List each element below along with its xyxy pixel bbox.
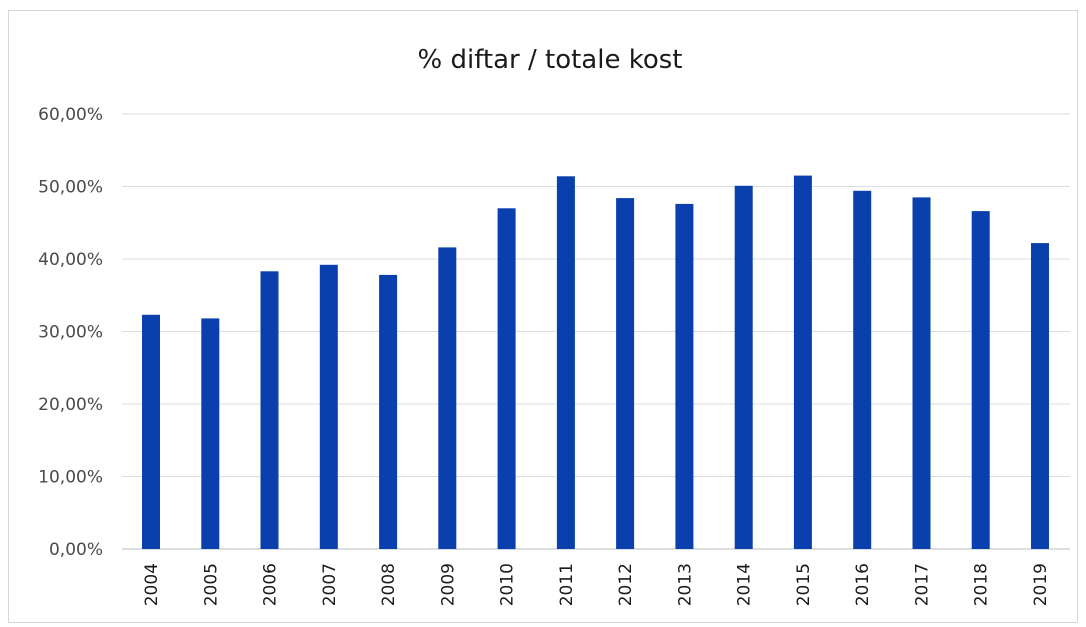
y-axis-ticks: 0,00% 10,00% 20,00% 30,00% 40,00% 50,00% 60,00… bbox=[38, 105, 103, 560]
bar bbox=[616, 198, 635, 549]
bars bbox=[142, 175, 1049, 550]
x-tick-label: 2009 bbox=[438, 563, 458, 606]
x-tick-label: 2004 bbox=[142, 563, 162, 606]
bar bbox=[556, 176, 575, 550]
x-tick-label: 2011 bbox=[557, 563, 577, 606]
gridlines bbox=[122, 113, 1070, 550]
x-tick-label: 2015 bbox=[794, 563, 814, 606]
bar bbox=[734, 185, 753, 550]
bar bbox=[1031, 243, 1049, 549]
x-tick-label: 2005 bbox=[201, 563, 221, 606]
x-tick-label: 2014 bbox=[735, 563, 755, 606]
bar bbox=[675, 203, 694, 549]
bar bbox=[853, 190, 872, 550]
bar bbox=[793, 175, 812, 549]
x-tick-label: 2016 bbox=[853, 563, 873, 606]
bar bbox=[497, 208, 516, 550]
x-tick-label: 2019 bbox=[1031, 563, 1051, 606]
x-tick-label: 2013 bbox=[675, 563, 695, 606]
bar bbox=[438, 247, 457, 549]
y-tick-label: 30,00% bbox=[38, 323, 103, 343]
bar bbox=[319, 264, 338, 549]
y-tick-label: 10,00% bbox=[38, 468, 103, 488]
bar bbox=[260, 271, 279, 549]
y-tick-label: 0,00% bbox=[49, 540, 103, 560]
x-tick-label: 2018 bbox=[972, 563, 992, 606]
x-axis-ticks: 2004 2005 2006 2007 2008 2009 2010 2011 2012 2013… bbox=[142, 563, 1051, 606]
chart-title: % diftar / totale kost bbox=[418, 45, 683, 75]
y-tick-label: 20,00% bbox=[38, 395, 103, 415]
bar bbox=[971, 211, 990, 549]
x-tick-label: 2017 bbox=[913, 563, 933, 606]
bar bbox=[379, 274, 398, 549]
bar bbox=[142, 314, 160, 549]
bar bbox=[201, 318, 220, 549]
x-tick-label: 2007 bbox=[320, 563, 340, 606]
x-tick-label: 2012 bbox=[616, 563, 636, 606]
x-tick-label: 2008 bbox=[379, 563, 399, 606]
x-tick-label: 2006 bbox=[261, 563, 281, 606]
y-tick-label: 50,00% bbox=[38, 178, 103, 198]
y-tick-label: 60,00% bbox=[38, 105, 103, 125]
x-tick-label: 2010 bbox=[498, 563, 518, 606]
bar bbox=[912, 197, 931, 549]
y-tick-label: 40,00% bbox=[38, 250, 103, 270]
